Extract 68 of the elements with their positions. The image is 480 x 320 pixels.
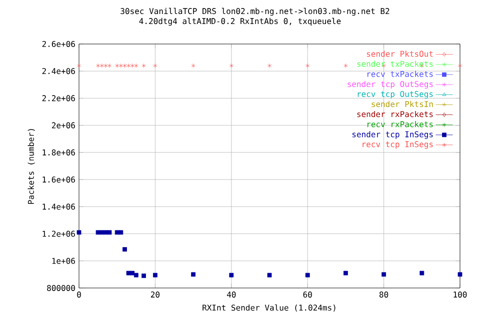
chart-subtitle: 4.20dtg4 altAIMD-0.2 RxIntAbs 0, txqueuele xyxy=(139,18,341,26)
y-tick-label: 1e+06 xyxy=(52,258,75,264)
y-tick-label: 1.8e+06 xyxy=(42,149,75,156)
legend-label: sender PktsOut xyxy=(366,50,433,57)
y-tick-label: 1.2e+06 xyxy=(42,230,75,237)
point xyxy=(108,63,112,68)
point xyxy=(126,63,130,68)
y-axis-title: Packets (number) xyxy=(28,129,35,204)
point xyxy=(153,272,158,278)
point xyxy=(107,230,112,235)
x-tick-label: 0 xyxy=(77,292,81,298)
point xyxy=(142,63,146,68)
point xyxy=(76,230,82,235)
point xyxy=(122,63,127,68)
point xyxy=(344,270,348,276)
x-tick-label: 40 xyxy=(226,292,236,298)
point xyxy=(130,270,135,276)
point xyxy=(77,63,81,68)
y-tick-label: 2e+06 xyxy=(52,122,75,128)
y-tick-label: 800000 xyxy=(47,284,75,292)
legend-label: sender txPackets xyxy=(357,60,433,67)
legend-label: recv tcp InSegs xyxy=(362,141,433,149)
point xyxy=(96,63,100,68)
y-tick-label: 1.4e+06 xyxy=(42,204,75,210)
y-tick-label: 2.2e+06 xyxy=(42,95,75,102)
legend-label: sender tcp OutSegs xyxy=(348,80,433,89)
point xyxy=(134,63,138,68)
point xyxy=(153,63,158,68)
point xyxy=(268,63,272,68)
x-tick-label: 80 xyxy=(380,292,388,298)
point xyxy=(191,63,196,68)
legend-label: sender PktsIn xyxy=(372,100,433,108)
point xyxy=(229,63,234,68)
x-tick-label: 20 xyxy=(150,292,160,298)
point xyxy=(100,230,104,235)
point xyxy=(130,63,134,68)
legend-label: recv txPackets xyxy=(368,70,433,77)
point xyxy=(104,63,108,68)
point xyxy=(420,270,424,276)
legend-label: recv rxPackets xyxy=(368,121,433,128)
x-tick-label: 100 xyxy=(454,292,467,298)
point xyxy=(267,272,272,278)
chart-title: 30sec VanillaTCP DRS lon02.mb-ng.net->lon03.mb-ng.net B2 xyxy=(120,8,390,16)
point xyxy=(458,63,462,68)
y-tick-label: 2.6e+06 xyxy=(42,40,75,48)
point xyxy=(305,272,310,278)
legend-label: sender rxPackets xyxy=(357,110,433,118)
point xyxy=(142,274,146,278)
point xyxy=(118,63,123,68)
y-tick-label: 2.4e+06 xyxy=(42,68,75,74)
point xyxy=(306,63,310,68)
y-tick-label: 1.6e+06 xyxy=(42,176,75,183)
x-tick-label: 60 xyxy=(303,292,312,298)
point xyxy=(100,63,104,68)
point xyxy=(118,230,124,235)
point xyxy=(134,272,138,278)
point xyxy=(382,272,386,277)
point xyxy=(96,230,100,235)
point xyxy=(122,247,127,252)
point xyxy=(344,63,348,68)
point xyxy=(191,272,196,277)
point xyxy=(458,272,462,277)
legend-label: recv tcp OutSegs xyxy=(358,90,433,99)
legend-label: sender tcp InSegs xyxy=(352,131,433,139)
point xyxy=(126,270,131,276)
x-axis-title: RXInt Sender Value (1.024ms) xyxy=(202,304,336,312)
point xyxy=(229,272,234,278)
point xyxy=(115,63,120,68)
